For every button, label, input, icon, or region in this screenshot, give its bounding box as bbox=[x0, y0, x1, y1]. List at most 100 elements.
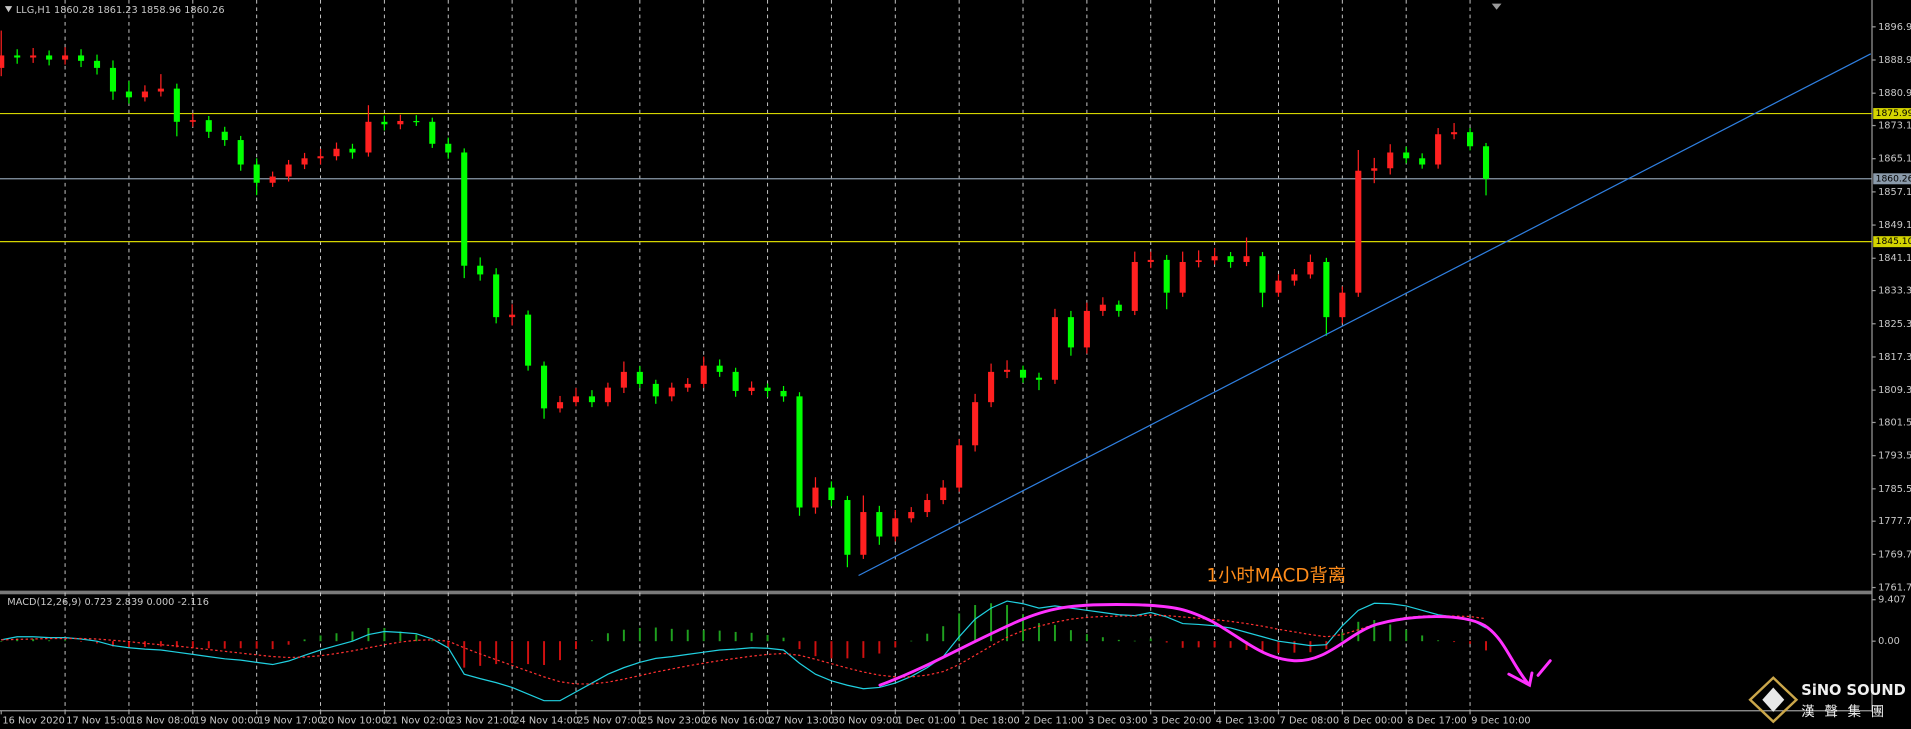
histogram-bar bbox=[48, 640, 51, 642]
candle-body bbox=[652, 383, 659, 397]
candle-body bbox=[1083, 310, 1090, 348]
x-tick-label: 1 Dec 01:00 bbox=[897, 715, 956, 726]
candle-body bbox=[716, 365, 723, 372]
x-tick-label: 9 Dec 10:00 bbox=[1471, 715, 1530, 726]
histogram-bar bbox=[1165, 641, 1168, 643]
histogram-bar bbox=[1181, 641, 1184, 648]
histogram-bar bbox=[415, 634, 418, 642]
candle-body bbox=[14, 55, 21, 58]
candle-body bbox=[876, 512, 883, 537]
candle-body bbox=[1243, 256, 1250, 262]
histogram-bar bbox=[1293, 641, 1296, 653]
y-tick-label: 0.00 bbox=[1878, 636, 1900, 647]
candle-body bbox=[413, 120, 420, 123]
histogram-bar bbox=[0, 641, 3, 642]
x-tick-label: 25 Nov 07:00 bbox=[577, 715, 643, 726]
histogram-bar bbox=[974, 605, 977, 642]
y-tick-label: 1888.90 bbox=[1878, 55, 1911, 66]
candle-body bbox=[1211, 256, 1218, 261]
candle-body bbox=[1179, 261, 1186, 293]
candle-body bbox=[732, 371, 739, 391]
candle-body bbox=[892, 518, 899, 537]
histogram-bar bbox=[830, 641, 833, 659]
histogram-bar bbox=[159, 641, 162, 647]
candle-body bbox=[1387, 152, 1394, 169]
price-level-tag bbox=[1873, 173, 1911, 185]
candle-body bbox=[1323, 261, 1330, 318]
histogram-bar bbox=[303, 639, 306, 642]
histogram-bar bbox=[670, 628, 673, 642]
histogram-bar bbox=[319, 635, 322, 642]
y-tick-label: 1841.10 bbox=[1878, 253, 1911, 264]
histogram-bar bbox=[80, 641, 83, 642]
candle-body bbox=[908, 512, 915, 519]
symbol-icon bbox=[4, 6, 13, 13]
histogram-bar bbox=[351, 631, 354, 642]
histogram-bar bbox=[335, 633, 338, 642]
y-tick-label: 1769.70 bbox=[1878, 549, 1911, 560]
candle-body bbox=[173, 88, 180, 122]
histogram-bar bbox=[622, 629, 625, 642]
histogram-bar bbox=[1341, 632, 1344, 642]
histogram-bar bbox=[606, 633, 609, 642]
histogram-bar bbox=[1038, 623, 1040, 642]
histogram-bar bbox=[1437, 640, 1440, 642]
candle-body bbox=[1307, 261, 1314, 275]
x-tick-label: 1 Dec 18:00 bbox=[960, 715, 1019, 726]
candle-body bbox=[1291, 274, 1298, 281]
y-tick-label: 1825.30 bbox=[1878, 319, 1911, 330]
candle-body bbox=[668, 387, 675, 397]
macd-line bbox=[1, 614, 1487, 685]
histogram-bar bbox=[527, 641, 530, 665]
candle-body bbox=[1419, 158, 1426, 165]
candle-body bbox=[157, 88, 164, 92]
candle-body bbox=[700, 365, 707, 384]
y-tick-label: 1857.10 bbox=[1878, 187, 1911, 198]
candle-body bbox=[1403, 152, 1410, 159]
histogram-bar bbox=[702, 630, 705, 642]
histogram-bar bbox=[814, 641, 817, 657]
histogram-bar bbox=[383, 627, 386, 642]
candle-body bbox=[477, 265, 484, 275]
y-tick-label: 1865.10 bbox=[1878, 154, 1911, 165]
price-level-tag bbox=[1873, 236, 1911, 248]
y-tick-label: 1801.50 bbox=[1878, 417, 1911, 428]
histogram-bar bbox=[255, 641, 258, 649]
candle-body bbox=[365, 121, 372, 153]
histogram-bar bbox=[207, 641, 210, 649]
x-tick-label: 3 Dec 20:00 bbox=[1152, 715, 1211, 726]
candle-body bbox=[493, 274, 500, 318]
candle-body bbox=[636, 371, 643, 384]
x-tick-label: 24 Nov 14:00 bbox=[513, 715, 579, 726]
y-tick-label: 1761.70 bbox=[1878, 583, 1911, 594]
panel-separator bbox=[0, 590, 1872, 595]
candle-body bbox=[333, 148, 340, 157]
histogram-bar bbox=[1117, 639, 1120, 642]
histogram-bar bbox=[750, 632, 753, 642]
candle-body bbox=[1227, 256, 1234, 262]
candle-body bbox=[0, 55, 5, 68]
histogram-bar bbox=[1022, 614, 1024, 642]
histogram-bar bbox=[191, 641, 194, 648]
x-tick-label: 21 Nov 02:00 bbox=[386, 715, 452, 726]
candle-body bbox=[349, 148, 356, 153]
annotation: 1小时MACD背离 bbox=[1207, 566, 1346, 587]
chart-title: LLG,H1 1860.28 1861.23 1858.96 1860.26 bbox=[16, 5, 225, 16]
candle-body bbox=[1067, 317, 1074, 348]
candle-body bbox=[812, 487, 819, 508]
candle-body bbox=[541, 365, 548, 409]
candle-body bbox=[381, 121, 388, 125]
logo: SiNO SOUND 漢聲集團 bbox=[1748, 676, 1906, 724]
histogram-bar bbox=[447, 641, 450, 648]
candle-body bbox=[556, 402, 564, 409]
candle-body bbox=[397, 120, 404, 125]
histogram-bar bbox=[495, 641, 498, 665]
price-level-label: 1845.10 bbox=[1876, 237, 1911, 247]
y-tick-label: 1896.90 bbox=[1878, 22, 1911, 33]
candle-body bbox=[1451, 132, 1458, 135]
histogram-bar bbox=[127, 641, 130, 648]
candle-body bbox=[189, 120, 196, 122]
candle-body bbox=[828, 487, 835, 501]
